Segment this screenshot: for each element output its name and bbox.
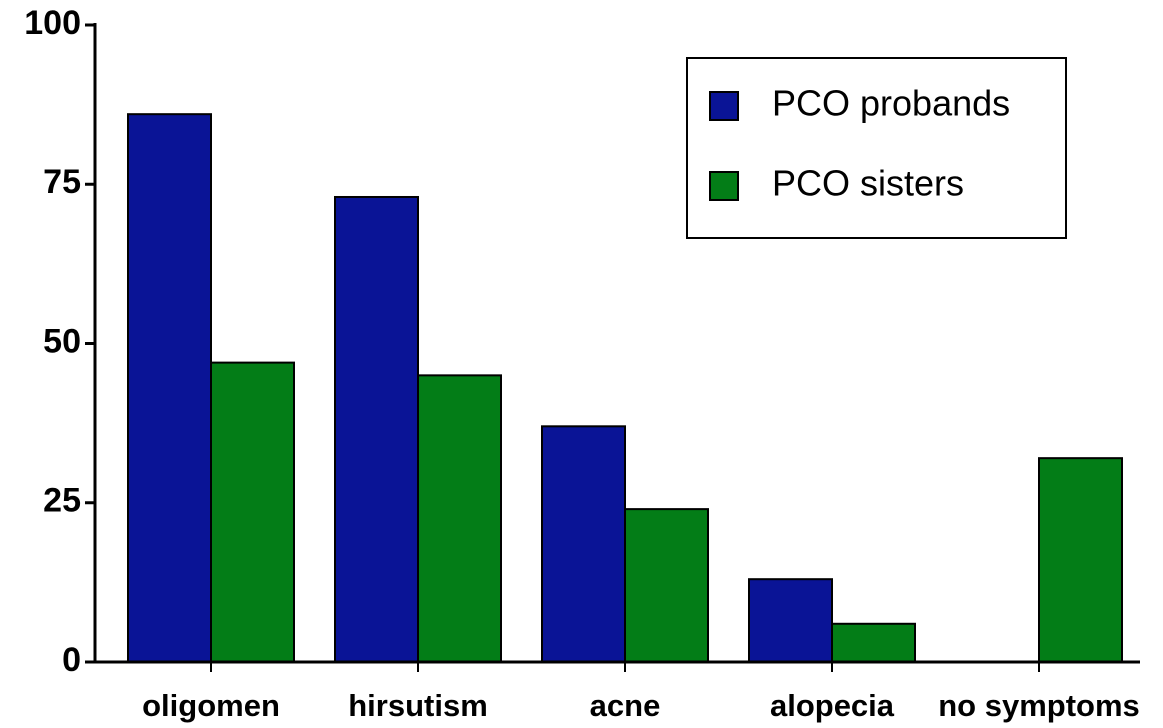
x-tick-label: oligomen	[142, 688, 280, 723]
y-tick-label: 0	[62, 641, 81, 679]
x-tick-label: hirsutism	[348, 688, 488, 723]
bar	[127, 113, 212, 664]
legend-label: PCO probands	[772, 83, 1010, 124]
bar	[210, 361, 295, 663]
x-tick-label: alopecia	[770, 688, 895, 723]
bar	[417, 374, 502, 663]
legend-label: PCO sisters	[772, 163, 964, 204]
x-tick-label: no symptoms	[938, 688, 1140, 723]
bar	[541, 425, 626, 663]
y-tick-label: 50	[43, 322, 81, 360]
x-tick-label: acne	[590, 688, 661, 723]
y-tick-label: 100	[24, 4, 81, 42]
bar	[334, 195, 419, 664]
legend-box	[686, 57, 1067, 239]
bar	[1038, 457, 1123, 663]
y-tick-label: 75	[43, 163, 81, 201]
bar	[831, 622, 916, 664]
y-tick-label: 25	[43, 482, 81, 520]
bar	[624, 508, 709, 663]
bar	[748, 578, 833, 663]
legend-swatch	[709, 91, 739, 121]
legend-swatch	[709, 171, 739, 201]
